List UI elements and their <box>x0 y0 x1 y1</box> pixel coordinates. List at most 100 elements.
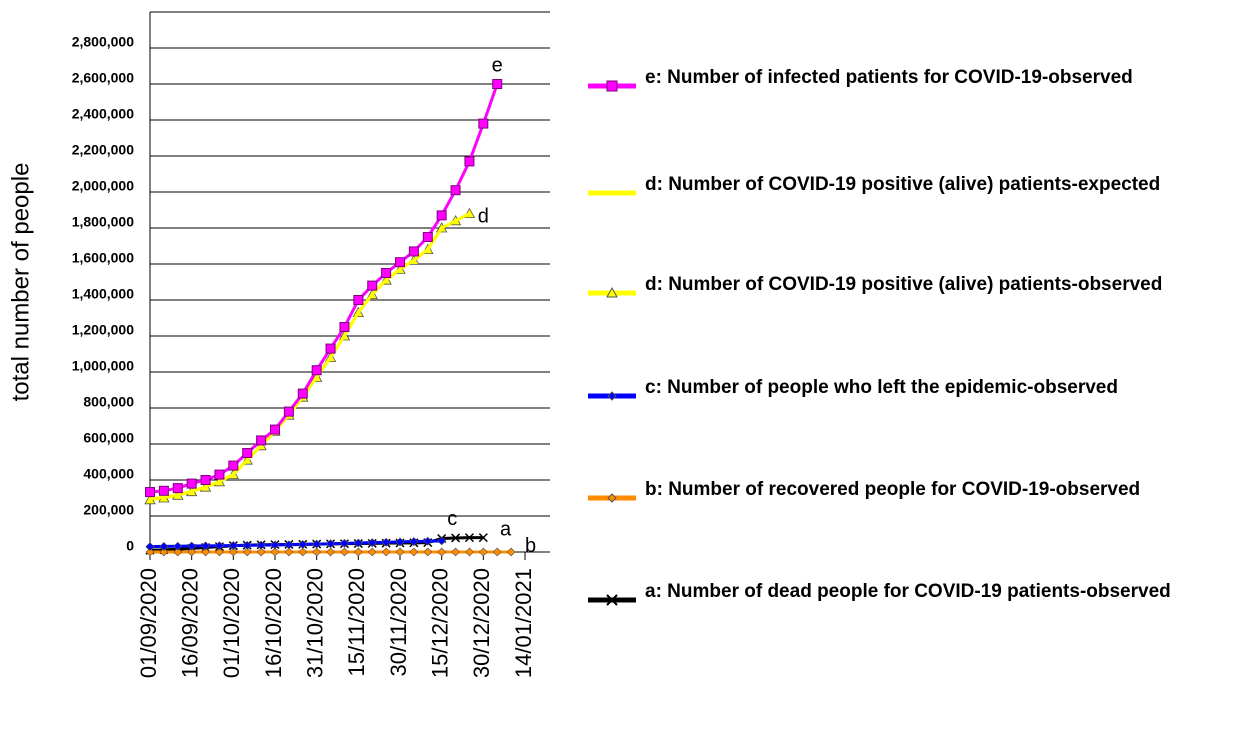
point <box>228 460 239 471</box>
y-tick-label: 0 <box>126 538 134 554</box>
legend-marker <box>606 286 618 298</box>
point <box>312 539 322 549</box>
series-line <box>149 539 442 549</box>
point <box>145 542 155 552</box>
point <box>506 547 516 557</box>
point <box>464 533 474 543</box>
point <box>409 537 419 546</box>
point <box>284 547 294 557</box>
point <box>423 547 433 557</box>
y-tick-label: 2,200,000 <box>72 142 134 158</box>
point <box>256 540 266 550</box>
point <box>478 547 488 557</box>
point <box>326 539 335 549</box>
point <box>297 388 308 399</box>
x-tick-label: 15/12/2020 <box>427 568 452 678</box>
series <box>145 547 516 557</box>
point <box>325 343 336 354</box>
point <box>242 547 252 557</box>
y-axis-label: total number of people <box>7 163 34 402</box>
series <box>145 536 447 552</box>
series <box>145 79 503 498</box>
annotation: b <box>525 535 536 557</box>
point <box>312 547 322 557</box>
y-tick-label: 1,000,000 <box>72 358 134 374</box>
point <box>367 280 378 291</box>
point <box>450 185 461 196</box>
point <box>326 547 335 557</box>
point <box>186 478 197 489</box>
y-tick-label: 1,600,000 <box>72 250 134 266</box>
series <box>149 212 471 501</box>
point <box>298 540 308 549</box>
point <box>492 547 502 557</box>
point <box>381 547 391 557</box>
annotation: c <box>447 508 457 530</box>
x-tick-label: 16/09/2020 <box>177 568 202 678</box>
point <box>256 547 266 557</box>
y-tick-label: 1,400,000 <box>72 286 134 302</box>
point <box>228 547 238 557</box>
point <box>465 547 474 557</box>
annotation: d <box>478 205 489 227</box>
y-tick-label: 1,800,000 <box>72 214 134 230</box>
legend-label: d: Number of COVID-19 positive (alive) p… <box>645 174 1160 195</box>
point <box>478 533 488 543</box>
point <box>172 483 183 494</box>
point <box>158 485 169 496</box>
point <box>395 547 405 557</box>
y-tick-label: 800,000 <box>83 394 134 410</box>
legend-marker <box>606 594 618 606</box>
x-tick-label: 30/11/2020 <box>386 568 411 676</box>
x-tick-label: 15/11/2020 <box>344 568 369 676</box>
legend-label: c: Number of people who left the epidemi… <box>645 377 1118 398</box>
point <box>395 257 405 268</box>
point <box>270 547 280 557</box>
point <box>201 547 210 557</box>
point <box>159 541 169 551</box>
point <box>311 365 322 376</box>
x-tick-label: 01/09/2020 <box>136 568 161 678</box>
point <box>395 537 405 547</box>
legend-marker <box>607 391 617 401</box>
point <box>201 541 210 551</box>
point <box>437 547 447 557</box>
point <box>173 541 183 551</box>
y-tick-label: 400,000 <box>83 466 134 482</box>
legend-marker <box>606 80 618 92</box>
x-tick-label: 31/10/2020 <box>302 568 327 678</box>
point <box>242 540 252 550</box>
y-tick-label: 1,200,000 <box>72 322 134 338</box>
point <box>340 538 349 548</box>
point <box>159 547 169 557</box>
point <box>451 547 460 557</box>
point <box>145 487 155 498</box>
point <box>173 547 183 557</box>
point <box>492 79 503 89</box>
y-tick-label: 2,800,000 <box>72 34 134 50</box>
point <box>423 536 433 546</box>
point <box>381 268 392 278</box>
annotation: a <box>500 519 512 541</box>
legend-label: e: Number of infected patients for COVID… <box>645 67 1133 88</box>
y-tick-label: 200,000 <box>83 502 134 518</box>
point <box>145 547 155 557</box>
series-line <box>149 83 499 494</box>
point <box>408 246 419 257</box>
y-tick-label: 2,600,000 <box>72 70 134 86</box>
point <box>422 232 433 242</box>
point <box>353 295 364 305</box>
series-line <box>149 212 471 502</box>
legend-label: b: Number of recovered people for COVID-… <box>645 479 1140 500</box>
x-tick-label: 30/12/2020 <box>469 568 494 678</box>
point <box>339 322 350 332</box>
point <box>381 537 391 547</box>
point <box>353 538 363 548</box>
point <box>451 533 461 543</box>
point <box>284 540 294 550</box>
point <box>367 547 377 557</box>
point <box>214 469 225 480</box>
point <box>298 547 308 557</box>
point <box>215 541 224 551</box>
